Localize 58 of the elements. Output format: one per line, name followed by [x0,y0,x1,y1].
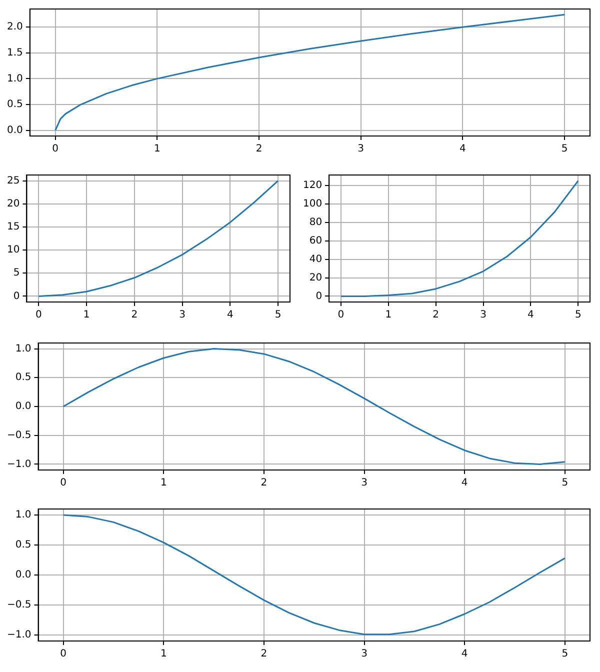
y-tick-label: 1.5 [6,47,23,58]
y-tick-label: 0.0 [6,124,23,136]
y-tick-label: 40 [309,254,322,265]
y-tick-label: 25 [6,175,20,186]
y-tick-label: 1.0 [15,510,32,521]
x-tick-label: 1 [160,478,167,489]
x-tick-label: 1 [160,648,167,660]
y-tick-label: 0.5 [6,99,23,110]
x-tick-label: 4 [461,478,468,489]
x-tick-label: 3 [480,310,486,321]
y-tick-label: 5 [13,268,20,279]
y-tick-label: 0 [316,290,322,302]
y-tick-label: 0.0 [15,401,32,412]
y-tick-label: 0.5 [15,540,32,551]
y-tick-label: 0 [13,290,20,302]
y-tick-label: 2.0 [6,22,23,33]
y-tick-label: 15 [6,222,20,233]
x-tick-label: 2 [131,310,138,321]
x-tick-label: 3 [361,478,368,489]
x-tick-label: 5 [574,310,582,321]
x-tick-label: 0 [36,310,42,321]
y-tick-label: −1.0 [6,458,32,470]
y-tick-label: 80 [309,216,322,228]
x-tick-label: 0 [52,144,59,155]
y-tick-label: −0.5 [6,430,32,441]
x-tick-label: 4 [460,144,466,155]
x-tick-label: 2 [256,144,262,155]
y-tick-label: 100 [302,198,322,210]
x-tick-label: 2 [260,478,268,489]
y-tick-label: 1.0 [15,343,32,354]
x-tick-label: 3 [358,144,364,155]
x-tick-label: 5 [561,144,568,155]
x-tick-label: 1 [154,144,160,155]
y-tick-label: −0.5 [6,600,32,611]
x-tick-label: 0 [338,310,344,321]
y-tick-label: 0.0 [15,570,32,581]
x-tick-label: 4 [461,648,468,660]
x-tick-label: 3 [179,310,186,321]
x-tick-label: 1 [83,310,90,321]
x-tick-label: 4 [528,310,534,321]
x-tick-label: 5 [562,478,568,489]
x-tick-label: 5 [274,310,282,321]
x-tick-label: 2 [432,310,440,321]
x-tick-label: 0 [60,648,67,660]
y-tick-label: 1.0 [6,73,23,84]
y-tick-label: 20 [309,272,322,284]
x-tick-label: 1 [385,310,392,321]
y-tick-label: −1.0 [6,630,32,641]
y-tick-label: 10 [6,244,20,256]
y-tick-label: 120 [302,180,322,191]
y-tick-label: 0.5 [15,372,32,384]
x-tick-label: 0 [60,478,67,489]
y-tick-label: 60 [309,235,322,246]
x-tick-label: 5 [562,648,568,660]
x-tick-label: 3 [361,648,368,660]
y-tick-label: 20 [6,198,20,210]
x-tick-label: 4 [226,310,234,321]
x-tick-label: 2 [260,648,268,660]
